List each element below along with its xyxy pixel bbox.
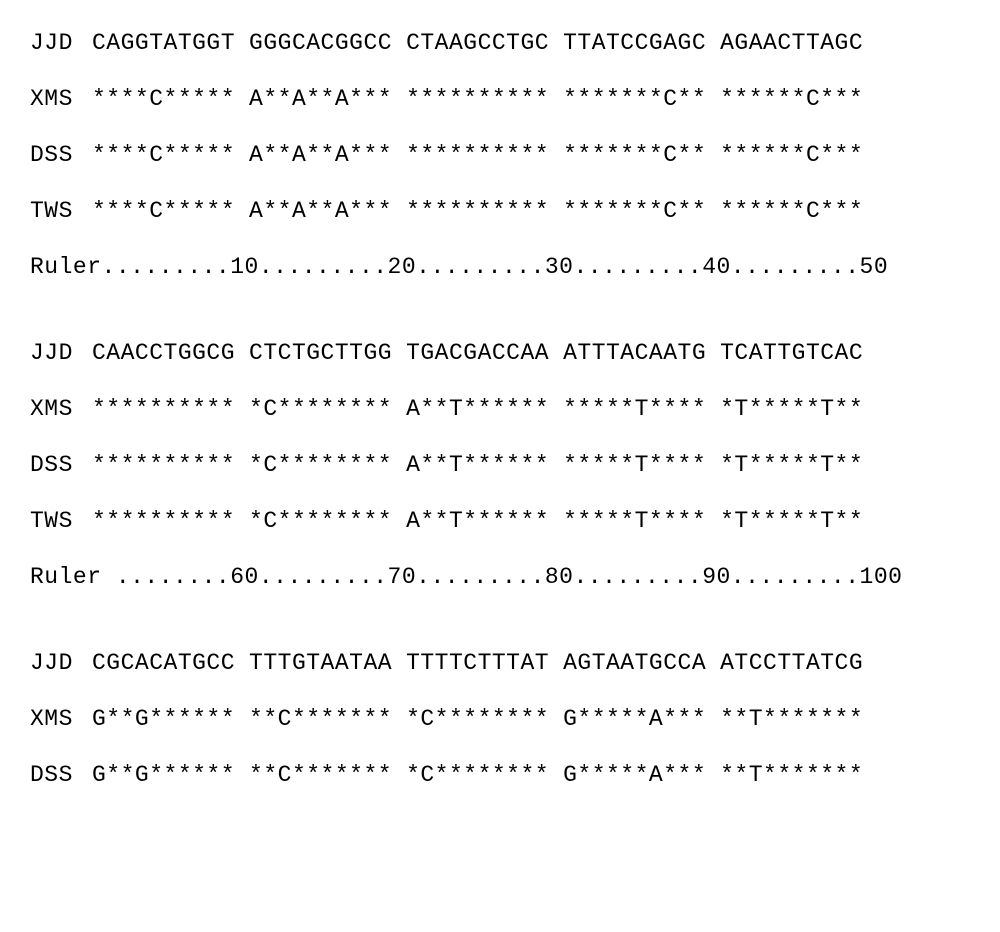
sequence-segment: ATCCTTATCG: [720, 650, 863, 676]
sequence-data: CAGGTATGGT GGGCACGGCC CTAAGCCTGC TTATCCGAGC…: [92, 30, 863, 56]
sequence-data: ********** *C******** A**T****** *****T****…: [92, 508, 863, 534]
sequence-segment: A**T******: [406, 396, 549, 422]
sequence-data: ****C***** A**A**A*** ********** *******C**…: [92, 198, 863, 224]
sequence-label: DSS: [30, 452, 92, 478]
sequence-row: TWS********** *C******** A**T****** *****T*…: [30, 508, 970, 534]
sequence-label: XMS: [30, 86, 92, 112]
sequence-segment: **C*******: [249, 706, 392, 732]
sequence-segment: *T*****T**: [720, 508, 863, 534]
sequence-row: JJDCGCACATGCC TTTGTAATAA TTTTCTTTAT AGTAATG…: [30, 650, 970, 676]
sequence-segment: G*****A***: [563, 762, 706, 788]
sequence-label: JJD: [30, 340, 92, 366]
sequence-segment: ******C***: [720, 142, 863, 168]
sequence-segment: TTTGTAATAA: [249, 650, 392, 676]
sequence-segment: A**A**A***: [249, 86, 392, 112]
sequence-segment: *C********: [249, 508, 392, 534]
sequence-segment: TTTTCTTTAT: [406, 650, 549, 676]
sequence-segment: **T*******: [720, 706, 863, 732]
sequence-segment: **********: [92, 396, 235, 422]
alignment-block: JJDCAACCTGGCG CTCTGCTTGG TGACGACCAA ATTTACA…: [30, 340, 970, 590]
sequence-alignment-container: JJDCAGGTATGGTGGGCACGGCCCTAAGCCTGCTTATCCG…: [30, 30, 970, 788]
sequence-label: JJD: [30, 30, 92, 56]
sequence-segment: *C********: [249, 452, 392, 478]
sequence-segment: G**G******: [92, 706, 235, 732]
sequence-segment: ****C*****: [92, 86, 235, 112]
sequence-row: DSSG**G****** **C******* *C******** G*****A…: [30, 762, 970, 788]
sequence-row: DSS********** *C******** A**T****** *****T*…: [30, 452, 970, 478]
sequence-segment: ATTTACAATG: [563, 340, 706, 366]
sequence-label: DSS: [30, 762, 92, 788]
alignment-block: JJDCGCACATGCC TTTGTAATAA TTTTCTTTAT AGTAATG…: [30, 650, 970, 788]
sequence-segment: ****C*****: [92, 142, 235, 168]
sequence-segment: *C********: [249, 396, 392, 422]
sequence-segment: CAGGTATGGT: [92, 30, 235, 56]
sequence-segment: *T*****T**: [720, 396, 863, 422]
sequence-row: JJDCAACCTGGCG CTCTGCTTGG TGACGACCAA ATTTACA…: [30, 340, 970, 366]
sequence-row: XMS****C***** A**A**A*** ********** *******…: [30, 86, 970, 112]
sequence-segment: CTCTGCTTGG: [249, 340, 392, 366]
sequence-segment: *C********: [406, 762, 549, 788]
sequence-segment: A**A**A***: [249, 142, 392, 168]
sequence-segment: AGTAATGCCA: [563, 650, 706, 676]
sequence-label: DSS: [30, 142, 92, 168]
sequence-segment: *C********: [406, 706, 549, 732]
sequence-segment: **********: [406, 86, 549, 112]
sequence-segment: AGAACTTAGC: [720, 30, 863, 56]
sequence-row: XMSG**G****** **C******* *C******** G*****A…: [30, 706, 970, 732]
alignment-block: JJDCAGGTATGGT GGGCACGGCC CTAAGCCTGC TTATCCG…: [30, 30, 970, 280]
sequence-segment: **********: [92, 508, 235, 534]
sequence-segment: TTATCCGAGC: [563, 30, 706, 56]
sequence-segment: *****T****: [563, 396, 706, 422]
sequence-segment: ******C***: [720, 86, 863, 112]
sequence-label: JJD: [30, 650, 92, 676]
sequence-segment: **T*******: [720, 762, 863, 788]
sequence-segment: TGACGACCAA: [406, 340, 549, 366]
ruler-row: Ruler ........60.........70.........80..…: [30, 564, 970, 590]
sequence-label: XMS: [30, 396, 92, 422]
sequence-segment: G**G******: [92, 762, 235, 788]
sequence-row: DSS****C***** A**A**A*** ********** *******…: [30, 142, 970, 168]
sequence-segment: A**T******: [406, 452, 549, 478]
sequence-data: G**G****** **C******* *C******** G*****A***…: [92, 706, 863, 732]
sequence-data: ****C***** A**A**A*** ********** *******C**…: [92, 86, 863, 112]
sequence-segment: CAACCTGGCG: [92, 340, 235, 366]
sequence-segment: G*****A***: [563, 706, 706, 732]
sequence-segment: *******C**: [563, 198, 706, 224]
sequence-segment: ******C***: [720, 198, 863, 224]
sequence-segment: *****T****: [563, 452, 706, 478]
sequence-row: JJDCAGGTATGGT GGGCACGGCC CTAAGCCTGC TTATCCG…: [30, 30, 970, 56]
sequence-segment: **********: [406, 142, 549, 168]
sequence-data: ****C***** A**A**A*** ********** *******C**…: [92, 142, 863, 168]
sequence-label: TWS: [30, 508, 92, 534]
sequence-data: ********** *C******** A**T****** *****T****…: [92, 452, 863, 478]
sequence-data: CAACCTGGCG CTCTGCTTGG TGACGACCAA ATTTACAATG…: [92, 340, 863, 366]
sequence-label: TWS: [30, 198, 92, 224]
sequence-segment: *******C**: [563, 86, 706, 112]
sequence-row: TWS****C***** A**A**A*** ********** *******…: [30, 198, 970, 224]
sequence-segment: CTAAGCCTGC: [406, 30, 549, 56]
sequence-segment: ****C*****: [92, 198, 235, 224]
sequence-segment: *****T****: [563, 508, 706, 534]
sequence-data: ********** *C******** A**T****** *****T****…: [92, 396, 863, 422]
sequence-segment: CGCACATGCC: [92, 650, 235, 676]
ruler-row: Ruler.........10.........20.........30..…: [30, 254, 970, 280]
sequence-data: G**G****** **C******* *C******** G*****A***…: [92, 762, 863, 788]
sequence-label: XMS: [30, 706, 92, 732]
sequence-segment: *******C**: [563, 142, 706, 168]
sequence-segment: **C*******: [249, 762, 392, 788]
sequence-segment: **********: [92, 452, 235, 478]
sequence-segment: **********: [406, 198, 549, 224]
sequence-segment: GGGCACGGCC: [249, 30, 392, 56]
sequence-segment: A**T******: [406, 508, 549, 534]
sequence-segment: *T*****T**: [720, 452, 863, 478]
sequence-segment: A**A**A***: [249, 198, 392, 224]
sequence-data: CGCACATGCC TTTGTAATAA TTTTCTTTAT AGTAATGCCA…: [92, 650, 863, 676]
sequence-row: XMS********** *C******** A**T****** *****T*…: [30, 396, 970, 422]
sequence-segment: TCATTGTCAC: [720, 340, 863, 366]
